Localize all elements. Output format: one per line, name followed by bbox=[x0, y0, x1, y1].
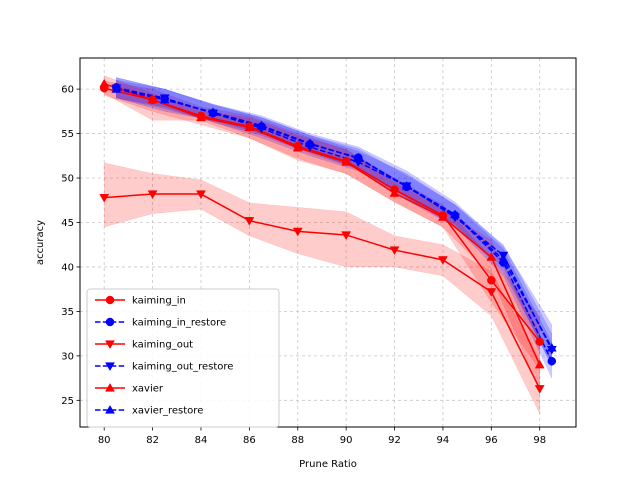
legend-box bbox=[86, 288, 280, 428]
y-tick-label: 50 bbox=[61, 174, 74, 185]
line-xavier bbox=[103, 83, 541, 366]
x-tick-label: 84 bbox=[195, 435, 208, 446]
point-xavier_restore bbox=[401, 181, 412, 190]
x-tick-label: 86 bbox=[243, 435, 256, 446]
point-kaiming_out bbox=[147, 190, 158, 200]
y-tick-label: 40 bbox=[61, 262, 74, 273]
point-xavier bbox=[147, 94, 158, 104]
point-kaiming_out bbox=[196, 190, 206, 200]
band-kaiming_in_restore bbox=[116, 77, 553, 379]
point-xavier_restore bbox=[450, 209, 460, 219]
x-tick-label: 80 bbox=[98, 435, 111, 446]
band-kaiming_out_restore bbox=[116, 77, 553, 367]
point-xavier_restore bbox=[353, 153, 364, 163]
point-xavier_restore bbox=[111, 84, 122, 93]
plot-area-frame bbox=[79, 57, 577, 428]
band-kaiming_out bbox=[103, 162, 540, 414]
point-xavier bbox=[244, 122, 255, 131]
y-tick-label: 45 bbox=[61, 218, 74, 229]
y-tick-label: 60 bbox=[61, 85, 74, 96]
legend-label-xavier: xavier bbox=[132, 384, 164, 395]
line-xavier_restore bbox=[116, 88, 553, 349]
legend-label-xavier_restore: xavier_restore bbox=[132, 406, 203, 417]
line-kaiming_in bbox=[104, 87, 541, 343]
point-xavier_restore bbox=[208, 107, 219, 116]
legend-marker-kaiming_out_restore bbox=[105, 362, 115, 372]
x-axis-label: Prune Ratio bbox=[299, 459, 357, 470]
legend-marker-kaiming_in_restore bbox=[105, 317, 115, 327]
y-tick-label: 35 bbox=[61, 307, 74, 318]
point-xavier_restore bbox=[304, 138, 315, 147]
point-xavier_restore bbox=[498, 254, 509, 264]
point-xavier bbox=[292, 142, 303, 152]
point-kaiming_in_restore bbox=[547, 356, 557, 366]
legend-marker-kaiming_in bbox=[105, 295, 115, 305]
x-tick-label: 92 bbox=[388, 435, 401, 446]
legend-label-kaiming_in: kaiming_in bbox=[132, 296, 186, 307]
series-markers bbox=[99, 78, 557, 394]
point-kaiming_out bbox=[99, 193, 110, 203]
point-kaiming_in bbox=[487, 276, 496, 285]
y-tick-label: 30 bbox=[61, 351, 74, 362]
y-tick-label: 55 bbox=[61, 129, 74, 140]
legend-marker-xavier bbox=[105, 382, 115, 392]
point-kaiming_out bbox=[534, 385, 545, 394]
axis-ticks: 80 82 84 86 88 90 92 94 96 98 25 30 35 40 45 50 55 60 bbox=[61, 85, 546, 446]
point-xavier bbox=[486, 252, 497, 261]
point-kaiming_out bbox=[437, 256, 448, 265]
x-tick-label: 90 bbox=[340, 435, 353, 446]
point-xavier bbox=[196, 112, 206, 122]
point-xavier_restore bbox=[159, 94, 170, 104]
legend-marker-xavier_restore bbox=[105, 404, 115, 414]
legend-label-kaiming_out_restore: kaiming_out_restore bbox=[132, 362, 233, 373]
legend-label-kaiming_in_restore: kaiming_in_restore bbox=[132, 318, 226, 329]
point-kaiming_in bbox=[535, 337, 544, 346]
point-xavier bbox=[437, 212, 448, 221]
point-xavier_restore bbox=[256, 120, 267, 130]
series-lines bbox=[103, 83, 553, 390]
x-tick-label: 96 bbox=[485, 435, 498, 446]
x-tick-label: 82 bbox=[146, 435, 159, 446]
line-kaiming_out bbox=[104, 193, 541, 390]
point-xavier bbox=[389, 188, 400, 197]
y-axis-label: accuracy bbox=[35, 220, 46, 265]
point-kaiming_out bbox=[292, 227, 303, 237]
point-kaiming_out bbox=[389, 246, 400, 256]
point-kaiming_out bbox=[486, 288, 497, 297]
point-xavier bbox=[99, 78, 110, 88]
y-tick-label: 25 bbox=[61, 396, 74, 407]
point-xavier_restore bbox=[546, 342, 557, 352]
point-kaiming_out bbox=[244, 217, 255, 226]
point-xavier bbox=[534, 359, 545, 369]
legend-marker-kaiming_out bbox=[105, 340, 115, 350]
x-tick-label: 98 bbox=[533, 435, 546, 446]
legend: kaiming_in kaiming_in_restore kaiming_outk… bbox=[86, 288, 280, 428]
legend-label-kaiming_out: kaiming_out bbox=[132, 340, 193, 351]
x-tick-label: 88 bbox=[291, 435, 304, 446]
x-tick-label: 94 bbox=[437, 435, 450, 446]
point-xavier bbox=[341, 157, 352, 166]
point-kaiming_out bbox=[341, 231, 352, 240]
